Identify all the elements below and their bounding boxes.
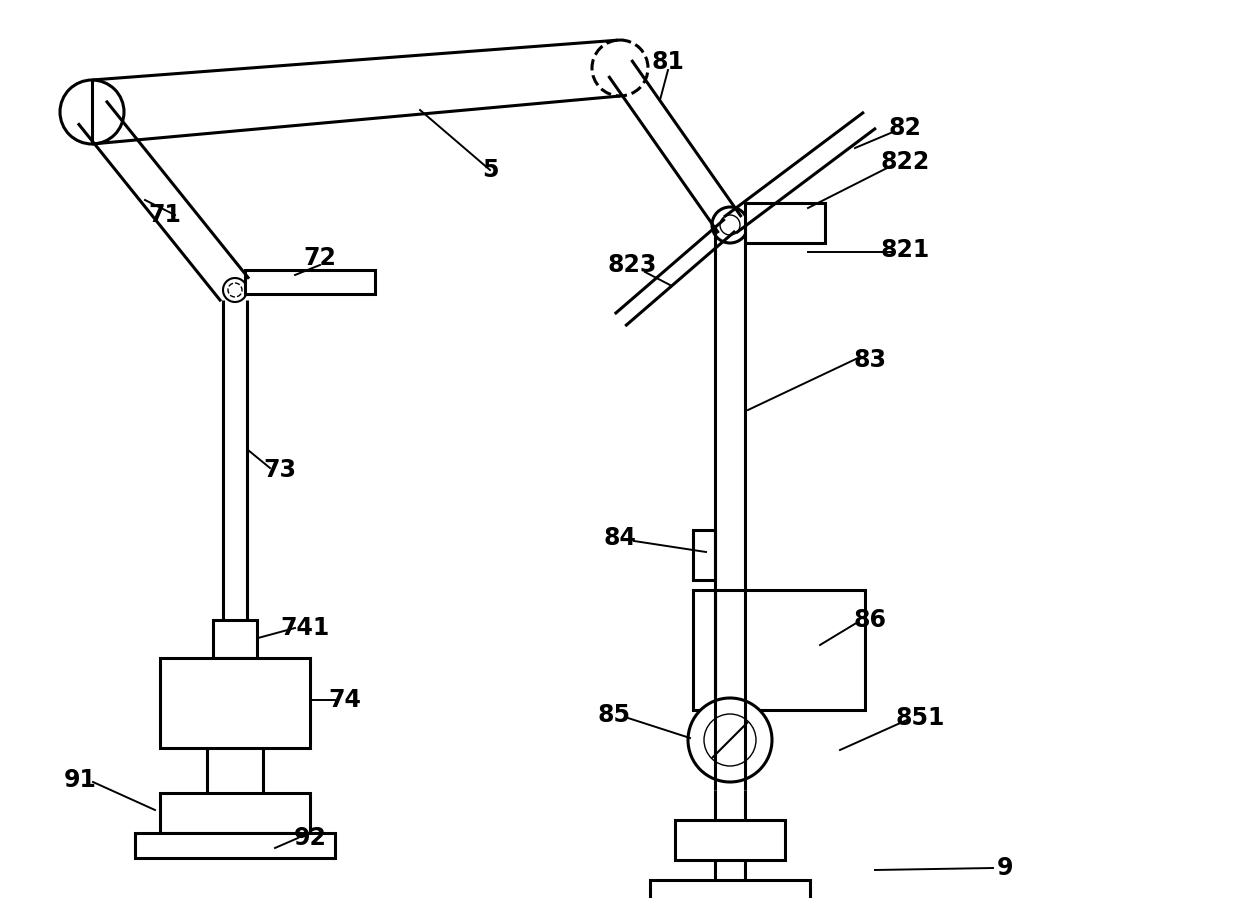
Text: 822: 822 [880,150,930,174]
Text: 92: 92 [294,826,326,850]
Bar [213,620,257,658]
Circle shape [688,698,773,782]
Text: 5: 5 [482,158,498,182]
Bar [693,590,715,710]
Text: 741: 741 [280,616,330,640]
Text: 81: 81 [651,50,684,74]
Text: 851: 851 [895,706,945,730]
Circle shape [591,40,649,96]
Bar [160,658,310,748]
Bar [675,820,785,860]
Text: 83: 83 [853,348,887,372]
Text: 9: 9 [997,856,1013,880]
Circle shape [720,215,740,235]
Text: 74: 74 [329,688,361,712]
Circle shape [228,283,242,297]
Circle shape [60,80,124,144]
Circle shape [712,207,748,243]
Text: 71: 71 [149,203,181,227]
Bar [135,833,335,858]
Text: 85: 85 [598,703,630,727]
Bar [160,793,310,833]
Circle shape [704,714,756,766]
Text: 84: 84 [604,526,636,550]
Text: 823: 823 [608,253,657,277]
Bar [246,270,374,294]
Text: 821: 821 [880,238,930,262]
Text: 73: 73 [263,458,296,482]
Bar [650,880,810,898]
Bar [693,530,715,580]
Text: 86: 86 [853,608,887,632]
Text: 72: 72 [304,246,336,270]
Bar [715,590,866,710]
Bar [745,203,825,243]
Circle shape [223,278,247,302]
Text: 82: 82 [889,116,921,140]
Text: 91: 91 [63,768,97,792]
